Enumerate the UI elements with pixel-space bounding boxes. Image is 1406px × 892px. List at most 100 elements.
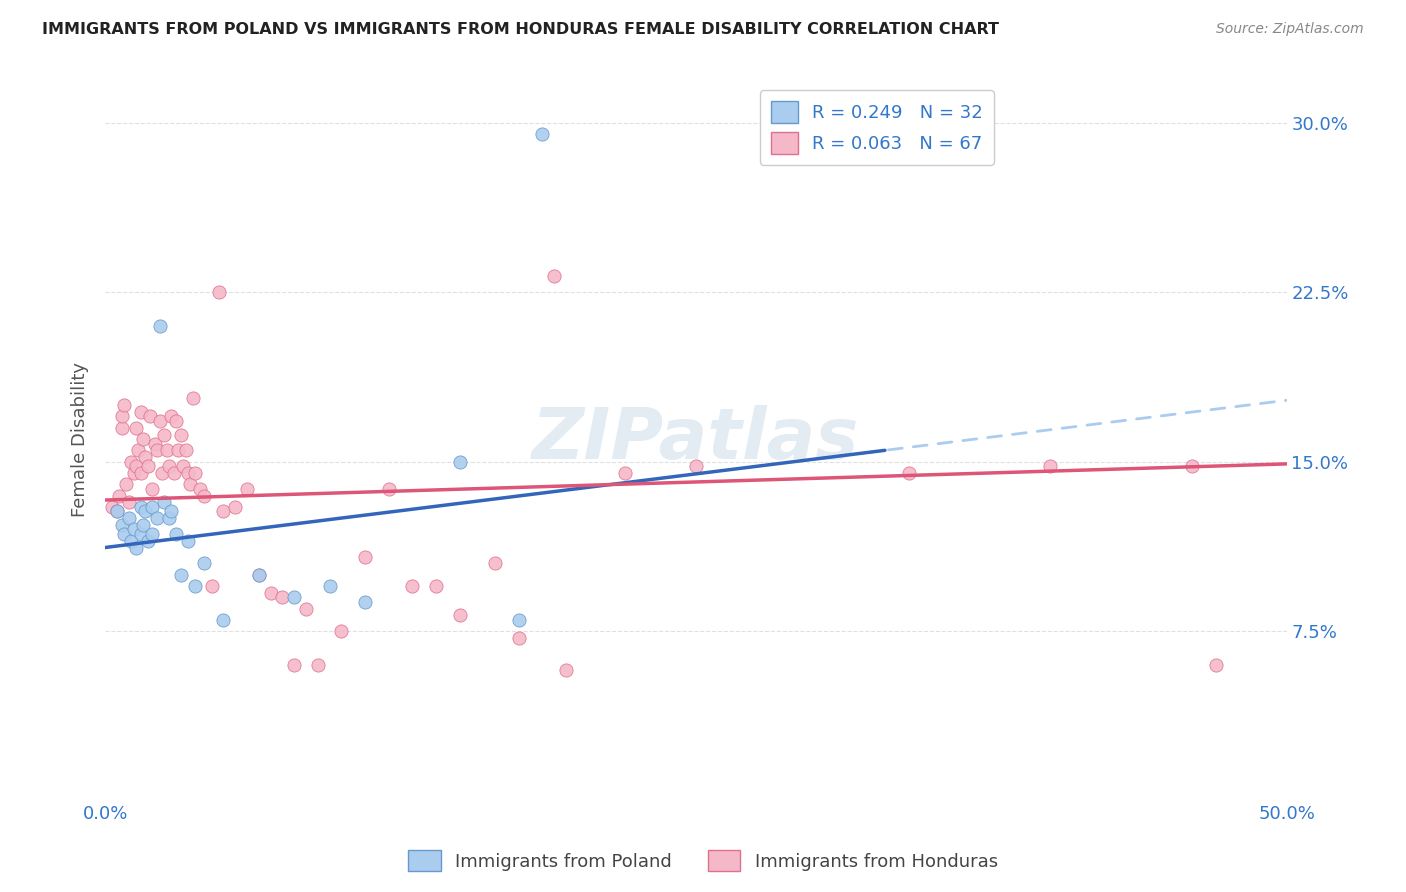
Point [101, 500, 124, 514]
Point [163, 466, 186, 480]
Point [508, 631, 530, 645]
Point [354, 549, 377, 564]
Point [122, 466, 145, 480]
Point [148, 319, 170, 334]
Point [129, 405, 152, 419]
Point [425, 579, 447, 593]
Y-axis label: Female Disability: Female Disability [72, 361, 89, 516]
Point [141, 527, 163, 541]
Point [330, 624, 353, 639]
Point [685, 459, 707, 474]
Point [165, 527, 187, 541]
Text: Source: ZipAtlas.com: Source: ZipAtlas.com [1216, 22, 1364, 37]
Point [318, 579, 340, 593]
Point [122, 523, 145, 537]
Point [118, 495, 141, 509]
Point [224, 500, 246, 514]
Point [111, 409, 134, 424]
Point [141, 500, 163, 514]
Point [508, 613, 530, 627]
Point [129, 500, 152, 514]
Point [184, 579, 207, 593]
Point [377, 482, 399, 496]
Point [139, 409, 162, 424]
Text: IMMIGRANTS FROM POLAND VS IMMIGRANTS FROM HONDURAS FEMALE DISABILITY CORRELATION: IMMIGRANTS FROM POLAND VS IMMIGRANTS FRO… [42, 22, 1000, 37]
Point [307, 658, 329, 673]
Point [132, 517, 155, 532]
Point [555, 663, 578, 677]
Point [200, 579, 222, 593]
Point [177, 466, 200, 480]
Point [132, 432, 155, 446]
Point [172, 459, 194, 474]
Point [129, 527, 152, 541]
Point [157, 511, 180, 525]
Point [111, 517, 134, 532]
Point [531, 127, 554, 141]
Point [449, 455, 471, 469]
Point [174, 443, 197, 458]
Point [120, 533, 142, 548]
Point [236, 482, 259, 496]
Point [354, 595, 377, 609]
Point [484, 557, 506, 571]
Point [146, 443, 169, 458]
Point [295, 601, 318, 615]
Point [1039, 459, 1062, 474]
Point [193, 489, 215, 503]
Point [105, 504, 128, 518]
Point [134, 450, 156, 464]
Point [212, 504, 235, 518]
Point [179, 477, 201, 491]
Point [160, 409, 183, 424]
Legend: R = 0.249   N = 32, R = 0.063   N = 67: R = 0.249 N = 32, R = 0.063 N = 67 [761, 90, 994, 165]
Point [120, 455, 142, 469]
Point [129, 466, 152, 480]
Point [170, 567, 193, 582]
Point [125, 541, 148, 555]
Point [108, 489, 131, 503]
Point [125, 459, 148, 474]
Point [136, 459, 159, 474]
Point [157, 459, 180, 474]
Point [247, 567, 270, 582]
Point [153, 495, 176, 509]
Point [271, 591, 294, 605]
Point [167, 443, 190, 458]
Point [181, 392, 204, 406]
Point [153, 427, 176, 442]
Point [127, 443, 149, 458]
Point [212, 613, 235, 627]
Point [401, 579, 423, 593]
Point [136, 533, 159, 548]
Point [1181, 459, 1204, 474]
Text: ZIPatlas: ZIPatlas [533, 405, 859, 474]
Point [165, 414, 187, 428]
Point [160, 504, 183, 518]
Point [177, 533, 200, 548]
Point [897, 466, 920, 480]
Point [193, 557, 215, 571]
Point [115, 477, 138, 491]
Point [259, 585, 281, 599]
Point [150, 466, 173, 480]
Point [118, 511, 141, 525]
Point [156, 443, 179, 458]
Point [207, 285, 229, 300]
Point [543, 269, 565, 284]
Point [141, 482, 163, 496]
Point [247, 567, 270, 582]
Point [1205, 658, 1227, 673]
Point [449, 608, 471, 623]
Point [143, 436, 166, 450]
Point [283, 591, 305, 605]
Point [125, 421, 148, 435]
Point [111, 421, 134, 435]
Point [146, 511, 169, 525]
Point [112, 398, 135, 412]
Point [184, 466, 207, 480]
Point [283, 658, 305, 673]
Point [134, 504, 156, 518]
Point [170, 427, 193, 442]
Legend: Immigrants from Poland, Immigrants from Honduras: Immigrants from Poland, Immigrants from … [401, 843, 1005, 879]
